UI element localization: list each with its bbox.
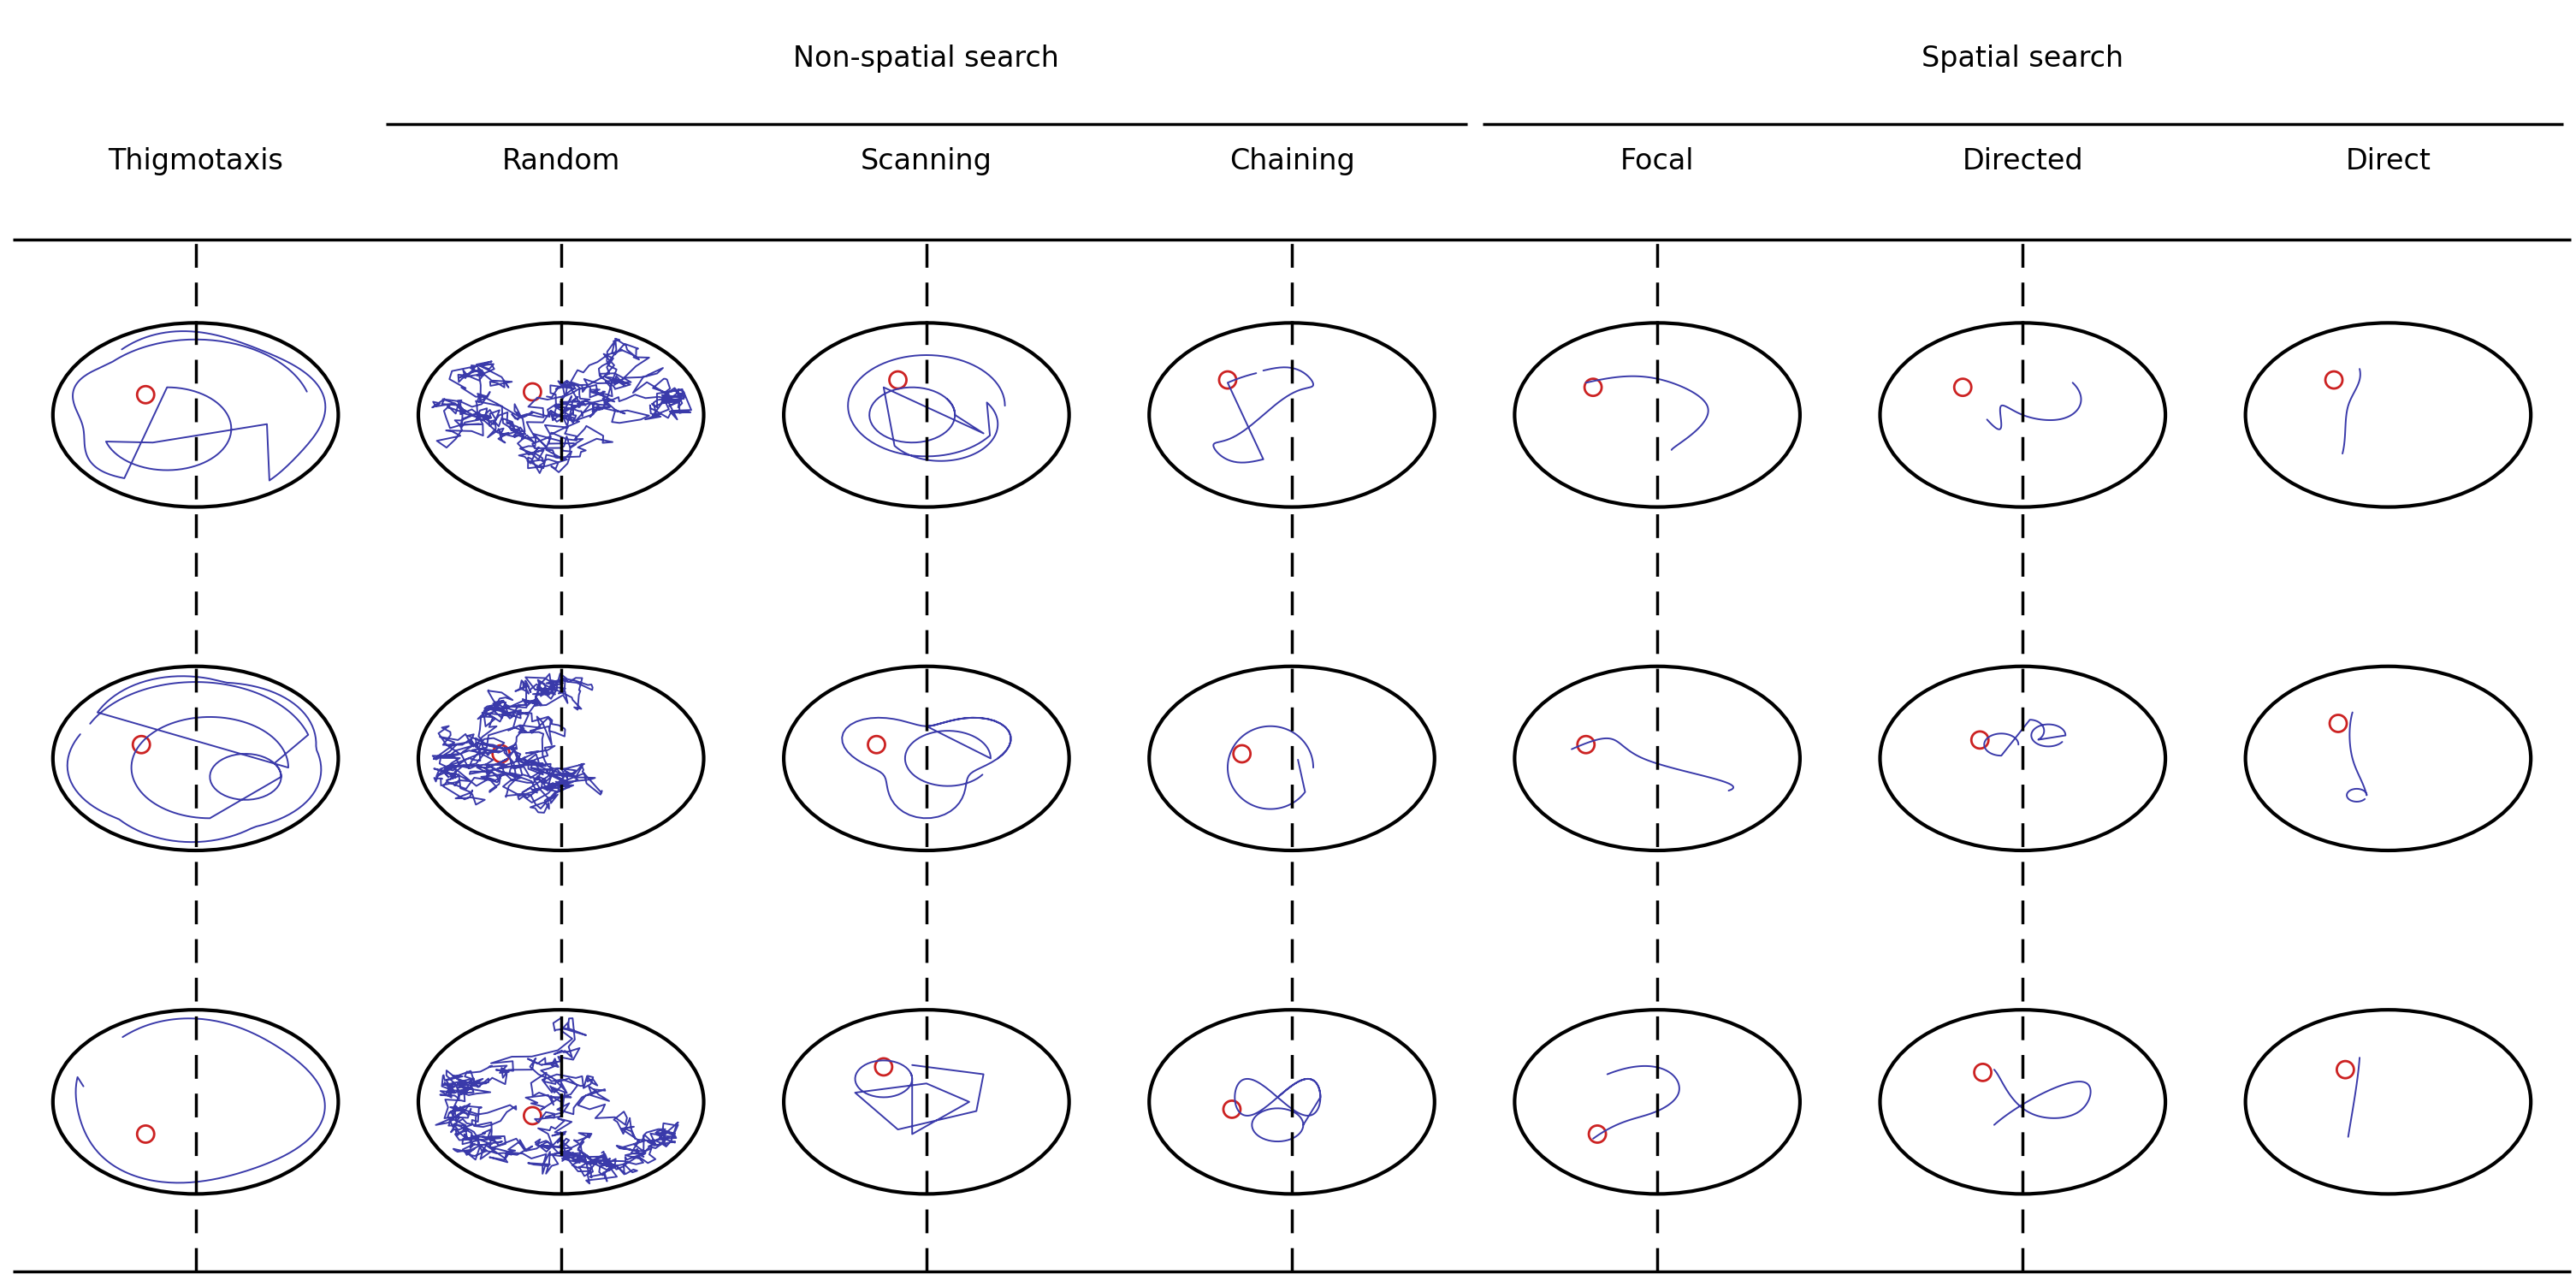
Text: Chaining: Chaining: [1229, 147, 1355, 175]
Text: Spatial search: Spatial search: [1922, 45, 2123, 73]
Text: Thigmotaxis: Thigmotaxis: [108, 147, 283, 175]
Text: Direct: Direct: [2344, 147, 2432, 175]
Text: Directed: Directed: [1963, 147, 2084, 175]
Text: Scanning: Scanning: [860, 147, 992, 175]
Text: Non-spatial search: Non-spatial search: [793, 45, 1059, 73]
Text: Random: Random: [502, 147, 621, 175]
Text: Focal: Focal: [1620, 147, 1695, 175]
